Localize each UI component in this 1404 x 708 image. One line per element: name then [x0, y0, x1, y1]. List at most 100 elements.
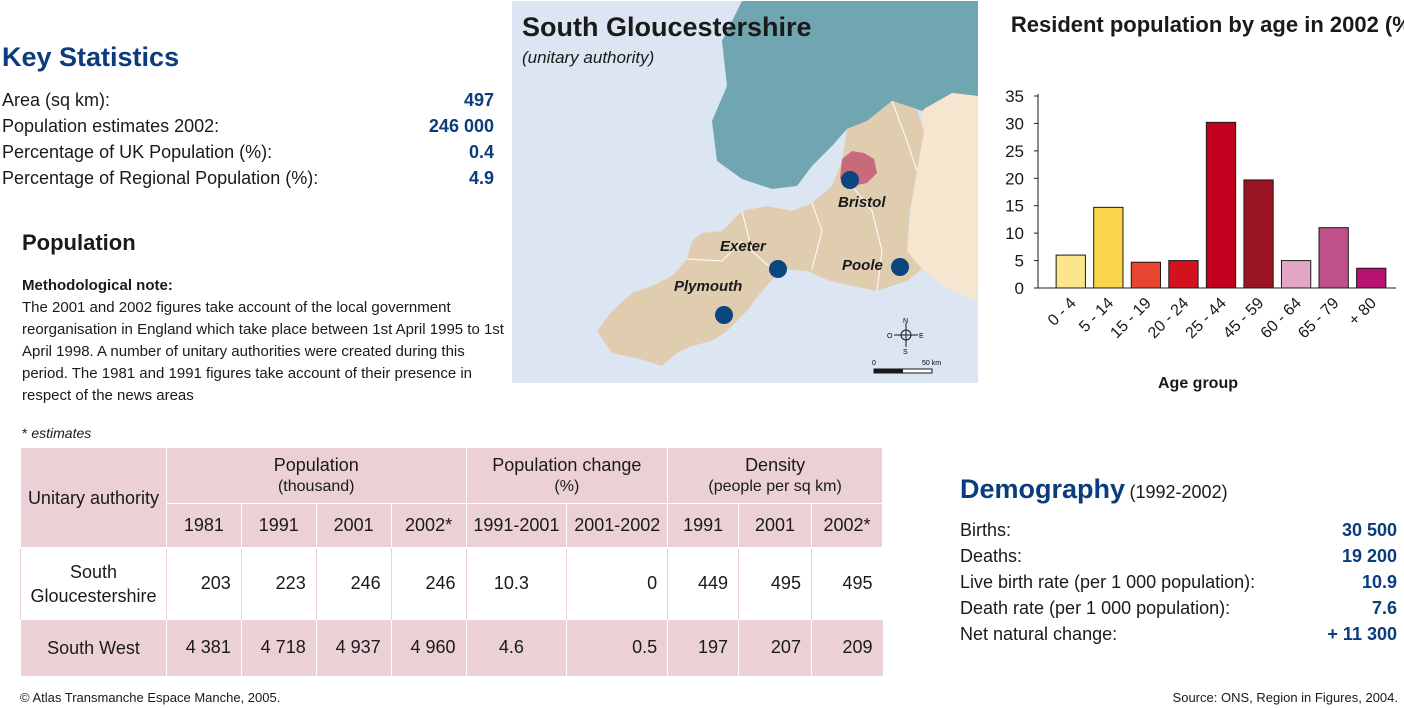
- x-tick-label: 45 - 59: [1220, 295, 1267, 342]
- stat-value: 0.4: [468, 142, 494, 162]
- chart-bar: [1243, 179, 1274, 289]
- x-tick-label: 15 - 19: [1107, 295, 1154, 342]
- south-west-map: N S E O 0 50 km: [512, 1, 978, 383]
- table-row: South Gloucestershire 203 223 246 246 10…: [20, 547, 883, 620]
- y-tick-label: 15: [1005, 197, 1024, 216]
- table-cell: 0: [566, 547, 668, 620]
- city-label-plymouth: Plymouth: [674, 278, 743, 295]
- chart-bar: [1055, 254, 1086, 289]
- x-tick-label: 25 - 44: [1183, 295, 1230, 342]
- chart-bar: [1205, 121, 1237, 289]
- copyright-text: © Atlas Transmanche Espace Manche, 2005.: [20, 690, 281, 705]
- demo-row-live-birth-rate: Live birth rate (per 1 000 population): …: [960, 572, 1397, 598]
- demo-row-births: Births: 30 500: [960, 520, 1397, 546]
- y-tick-label: 20: [1005, 169, 1024, 188]
- row-name: South West: [20, 619, 167, 676]
- compass-e: E: [919, 333, 924, 340]
- table-cell: 4.6: [465, 619, 567, 676]
- table-cell: 223: [240, 547, 317, 620]
- x-tick-label: + 80: [1346, 295, 1380, 329]
- chart-bar: [1093, 206, 1124, 289]
- table-cell: 246: [390, 547, 467, 620]
- table-cell: 4 960: [390, 619, 467, 676]
- demo-label: Deaths:: [960, 546, 1023, 566]
- year-header: 2001-2002: [566, 503, 669, 548]
- compass-w: O: [887, 333, 893, 340]
- compass-s: S: [903, 349, 908, 356]
- compass-icon: N S E O: [887, 318, 924, 356]
- compass-n: N: [903, 318, 908, 325]
- scale-end: 50 km: [922, 360, 941, 367]
- group-change-label: Population change: [492, 454, 642, 475]
- table-cell: 207: [738, 619, 812, 676]
- demo-row-deaths: Deaths: 19 200: [960, 546, 1397, 572]
- year-header: 1991: [240, 503, 317, 548]
- table-cell: 495: [738, 547, 812, 620]
- demo-row-net-natural-change: Net natural change: + 11 300: [960, 624, 1397, 650]
- group-change-sub: (%): [554, 477, 580, 495]
- chart-bar: [1168, 260, 1199, 289]
- year-header: 2002*: [390, 503, 467, 548]
- city-dot-plymouth: [715, 306, 733, 324]
- demo-label: Death rate (per 1 000 population):: [960, 598, 1231, 618]
- x-tick-label: 60 - 64: [1258, 295, 1305, 342]
- demography-period: (1992-2002): [1129, 482, 1228, 502]
- stat-label: Percentage of UK Population (%):: [2, 142, 273, 162]
- map-wales: [712, 1, 978, 189]
- estimates-note: * estimates: [22, 425, 91, 441]
- x-tick-label: 20 - 24: [1145, 295, 1192, 342]
- demo-label: Births:: [960, 520, 1012, 540]
- y-tick-label: 10: [1005, 224, 1024, 243]
- chart-bar: [1356, 267, 1387, 289]
- table-cell: 449: [667, 547, 739, 620]
- y-tick-label: 0: [1015, 279, 1024, 298]
- city-dot-poole: [891, 258, 909, 276]
- year-header: 2001: [315, 503, 392, 548]
- city-dot-bristol: [841, 171, 859, 189]
- year-header: 2002*: [810, 503, 884, 548]
- col-unitary-authority: Unitary authority: [20, 447, 167, 548]
- demo-row-death-rate: Death rate (per 1 000 population): 7.6: [960, 598, 1397, 624]
- chart-bar: [1318, 227, 1349, 289]
- y-tick-label: 35: [1005, 87, 1024, 106]
- table-cell: 0.5: [566, 619, 668, 676]
- map-subtitle: (unitary authority): [522, 48, 655, 67]
- demography-title-text: Demography: [960, 474, 1126, 504]
- chart-bars: [1055, 121, 1387, 289]
- city-label-poole: Poole: [842, 257, 883, 274]
- map-boundary-lines: [686, 100, 918, 292]
- y-tick-label: 30: [1005, 114, 1024, 133]
- col-unitary-label: Unitary authority: [27, 487, 159, 508]
- y-tick-label: 5: [1015, 252, 1024, 271]
- city-dot-exeter: [769, 260, 787, 278]
- demo-value: 7.6: [1371, 598, 1397, 618]
- map-title: South Gloucestershire: [522, 12, 812, 42]
- table-cell: 4 937: [315, 619, 392, 676]
- year-header: 1981: [165, 503, 242, 548]
- stat-label: Percentage of Regional Population (%):: [2, 168, 319, 188]
- stat-row-uk-percentage: Percentage of UK Population (%): 0.4: [2, 142, 494, 168]
- stat-row-area: Area (sq km): 497: [2, 90, 494, 116]
- table-row: South West 4 381 4 718 4 937 4 960 4.6 0…: [20, 619, 883, 676]
- stat-value: 246 000: [428, 116, 494, 136]
- table-cell: 4 718: [240, 619, 317, 676]
- chart-title: Resident population by age in 2002 (%): [1010, 12, 1404, 37]
- demo-value: 19 200: [1341, 546, 1397, 566]
- city-label-bristol: Bristol: [838, 194, 886, 211]
- group-density: Density (people per sq km): [667, 447, 883, 504]
- methodological-note-text: The 2001 and 2002 figures take account o…: [22, 299, 504, 404]
- city-label-exeter: Exeter: [720, 238, 766, 255]
- stat-label: Area (sq km):: [2, 90, 111, 110]
- estimates-asterisk: *: [22, 425, 28, 441]
- stat-label: Population estimates 2002:: [2, 116, 220, 136]
- table-cell: 246: [315, 547, 392, 620]
- x-axis-title: Age group: [1158, 375, 1238, 392]
- group-density-label: Density: [745, 454, 806, 475]
- group-population-label: Population: [273, 454, 359, 475]
- demo-label: Live birth rate (per 1 000 population):: [960, 572, 1256, 592]
- row-name: South Gloucestershire: [20, 547, 167, 620]
- x-tick-label: 0 - 4: [1045, 295, 1080, 330]
- stat-row-population: Population estimates 2002: 246 000: [2, 116, 494, 142]
- x-tick-label: 65 - 79: [1295, 295, 1342, 342]
